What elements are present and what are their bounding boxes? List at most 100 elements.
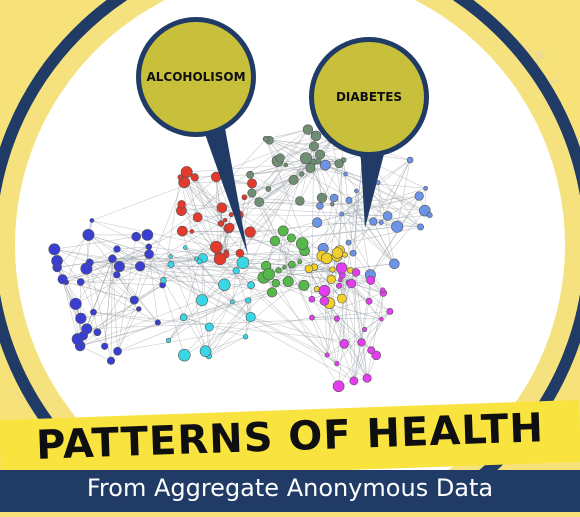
network-node bbox=[316, 203, 323, 210]
network-node bbox=[330, 202, 334, 206]
network-node bbox=[81, 263, 92, 274]
network-node bbox=[83, 229, 94, 240]
network-node bbox=[366, 298, 372, 304]
bg-dot bbox=[535, 50, 545, 60]
network-node bbox=[309, 315, 314, 320]
network-node bbox=[135, 262, 145, 272]
network-node bbox=[344, 172, 348, 176]
network-node bbox=[76, 313, 87, 324]
network-node bbox=[114, 246, 121, 253]
network-node bbox=[236, 249, 244, 257]
network-node bbox=[155, 320, 160, 325]
network-node bbox=[276, 154, 284, 162]
network-node bbox=[336, 263, 347, 274]
network-node bbox=[337, 294, 346, 303]
network-node bbox=[94, 329, 101, 336]
network-node bbox=[263, 268, 275, 280]
network-node bbox=[255, 198, 264, 207]
network-node bbox=[161, 277, 167, 283]
network-node bbox=[312, 218, 322, 228]
network-node bbox=[340, 212, 344, 216]
network-node bbox=[370, 218, 378, 226]
network-node bbox=[169, 254, 173, 258]
network-node bbox=[200, 346, 211, 357]
network-node bbox=[338, 278, 342, 282]
network-node bbox=[242, 195, 247, 200]
network-node bbox=[320, 297, 329, 306]
network-node bbox=[197, 259, 202, 264]
network-node bbox=[333, 381, 344, 392]
network-node bbox=[306, 163, 315, 172]
network-node bbox=[424, 186, 428, 190]
network-node bbox=[387, 308, 393, 314]
network-node bbox=[168, 261, 174, 267]
network-node bbox=[82, 324, 92, 334]
network-node bbox=[389, 259, 399, 269]
network-node bbox=[114, 347, 122, 355]
network-node bbox=[321, 253, 332, 264]
network-node bbox=[267, 288, 277, 298]
network-node bbox=[230, 300, 234, 304]
network-node bbox=[379, 220, 383, 224]
network-node bbox=[391, 221, 403, 233]
network-node bbox=[332, 248, 343, 259]
network-node bbox=[218, 279, 230, 291]
network-node bbox=[325, 353, 329, 357]
network-node bbox=[132, 232, 141, 241]
network-node bbox=[379, 317, 383, 321]
network-node bbox=[327, 275, 335, 283]
network-node bbox=[266, 186, 271, 191]
network-node bbox=[217, 203, 227, 213]
network-node bbox=[296, 238, 308, 250]
network-node bbox=[317, 193, 327, 203]
network-node bbox=[288, 261, 295, 268]
network-node bbox=[263, 136, 269, 142]
network-node bbox=[311, 131, 321, 141]
network-node bbox=[362, 327, 366, 331]
network-node bbox=[177, 226, 187, 236]
network-node bbox=[350, 250, 356, 256]
network-node bbox=[363, 374, 371, 382]
network-node bbox=[247, 171, 254, 178]
network-node bbox=[330, 194, 338, 202]
network-node bbox=[346, 197, 352, 203]
network-node bbox=[276, 268, 282, 274]
network-node bbox=[193, 213, 202, 222]
network-node bbox=[287, 234, 295, 242]
network-node bbox=[283, 276, 293, 286]
network-node bbox=[305, 265, 313, 273]
network-node bbox=[196, 295, 207, 306]
network-node bbox=[352, 269, 360, 277]
network-node bbox=[214, 253, 226, 265]
network-node bbox=[366, 276, 374, 284]
network-node bbox=[415, 192, 424, 201]
network-node bbox=[383, 211, 392, 220]
network-node bbox=[210, 241, 222, 253]
network-node bbox=[178, 200, 186, 208]
network-node bbox=[284, 163, 288, 167]
network-node bbox=[114, 261, 124, 271]
network-node bbox=[52, 255, 63, 266]
network-node bbox=[340, 339, 349, 348]
network-node bbox=[309, 296, 315, 302]
network-node bbox=[142, 229, 153, 240]
network-node bbox=[180, 314, 187, 321]
network-node bbox=[229, 213, 233, 217]
network-node bbox=[183, 246, 187, 250]
page-subtitle: From Aggregate Anonymous Data bbox=[0, 474, 580, 502]
network-node bbox=[90, 218, 94, 222]
network-node bbox=[218, 221, 224, 227]
network-node bbox=[368, 347, 375, 354]
network-node bbox=[237, 257, 249, 269]
network-node bbox=[245, 227, 256, 238]
network-node bbox=[245, 298, 251, 304]
network-node bbox=[49, 244, 60, 255]
network-node bbox=[108, 255, 116, 263]
network-node bbox=[136, 306, 141, 311]
network-node bbox=[283, 265, 287, 269]
network-node bbox=[178, 175, 183, 180]
network-node bbox=[191, 174, 199, 182]
network-node bbox=[130, 296, 138, 304]
network-node bbox=[178, 349, 190, 361]
